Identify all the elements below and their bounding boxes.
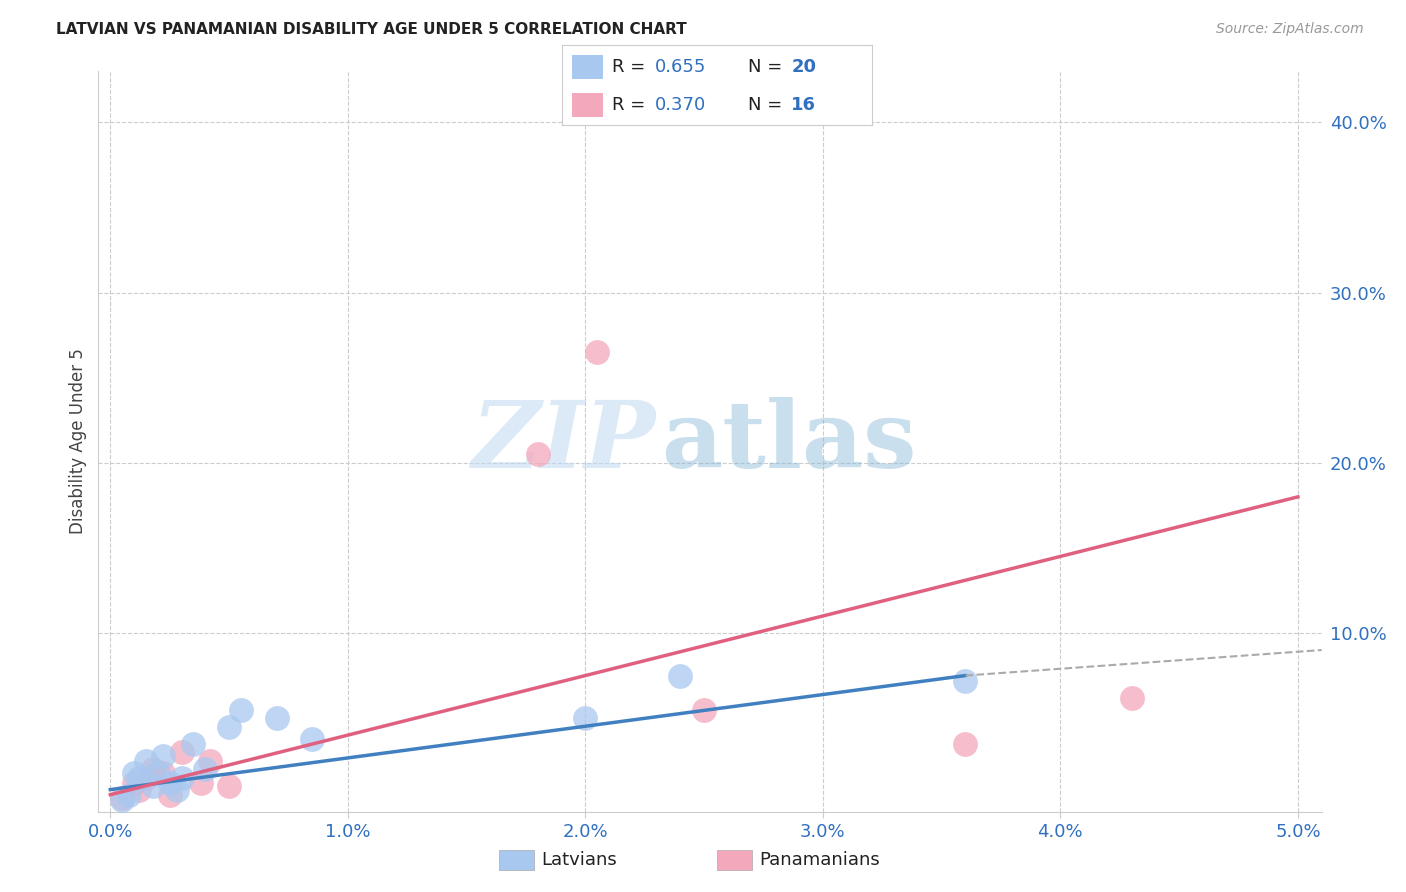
- Point: [128, 771, 150, 785]
- Point: [170, 745, 193, 759]
- Point: [527, 447, 550, 461]
- Point: [218, 720, 240, 734]
- Text: N =: N =: [748, 58, 787, 76]
- Point: [111, 793, 134, 807]
- Point: [955, 673, 977, 688]
- Text: R =: R =: [612, 95, 651, 114]
- Point: [159, 788, 181, 802]
- Text: Latvians: Latvians: [541, 851, 617, 869]
- Point: [955, 737, 977, 751]
- Text: 20: 20: [792, 58, 817, 76]
- Text: LATVIAN VS PANAMANIAN DISABILITY AGE UNDER 5 CORRELATION CHART: LATVIAN VS PANAMANIAN DISABILITY AGE UND…: [56, 22, 688, 37]
- Point: [266, 711, 288, 725]
- Point: [170, 771, 193, 785]
- Text: Panamanians: Panamanians: [759, 851, 880, 869]
- Text: ZIP: ZIP: [471, 397, 655, 486]
- Point: [135, 754, 157, 768]
- Point: [229, 703, 252, 717]
- Point: [142, 762, 165, 776]
- Point: [122, 765, 145, 780]
- FancyBboxPatch shape: [572, 55, 603, 79]
- Point: [128, 782, 150, 797]
- Point: [166, 782, 188, 797]
- Point: [1121, 690, 1143, 705]
- Point: [190, 776, 212, 790]
- Text: 0.655: 0.655: [655, 58, 707, 76]
- Point: [574, 711, 596, 725]
- Text: Source: ZipAtlas.com: Source: ZipAtlas.com: [1216, 22, 1364, 37]
- Point: [693, 703, 716, 717]
- Point: [183, 737, 205, 751]
- Text: 0.370: 0.370: [655, 95, 706, 114]
- Text: R =: R =: [612, 58, 651, 76]
- Point: [135, 771, 157, 785]
- Point: [111, 791, 134, 805]
- Point: [301, 731, 323, 746]
- Point: [218, 779, 240, 793]
- Point: [122, 776, 145, 790]
- Text: 16: 16: [792, 95, 817, 114]
- Point: [142, 779, 165, 793]
- Y-axis label: Disability Age Under 5: Disability Age Under 5: [69, 349, 87, 534]
- FancyBboxPatch shape: [572, 93, 603, 117]
- Point: [586, 345, 609, 359]
- Text: N =: N =: [748, 95, 787, 114]
- Point: [159, 776, 181, 790]
- Point: [198, 754, 221, 768]
- Point: [118, 788, 141, 802]
- Point: [152, 748, 174, 763]
- Text: atlas: atlas: [661, 397, 917, 486]
- Point: [669, 668, 692, 682]
- Point: [194, 762, 217, 776]
- Point: [146, 765, 169, 780]
- Point: [152, 765, 174, 780]
